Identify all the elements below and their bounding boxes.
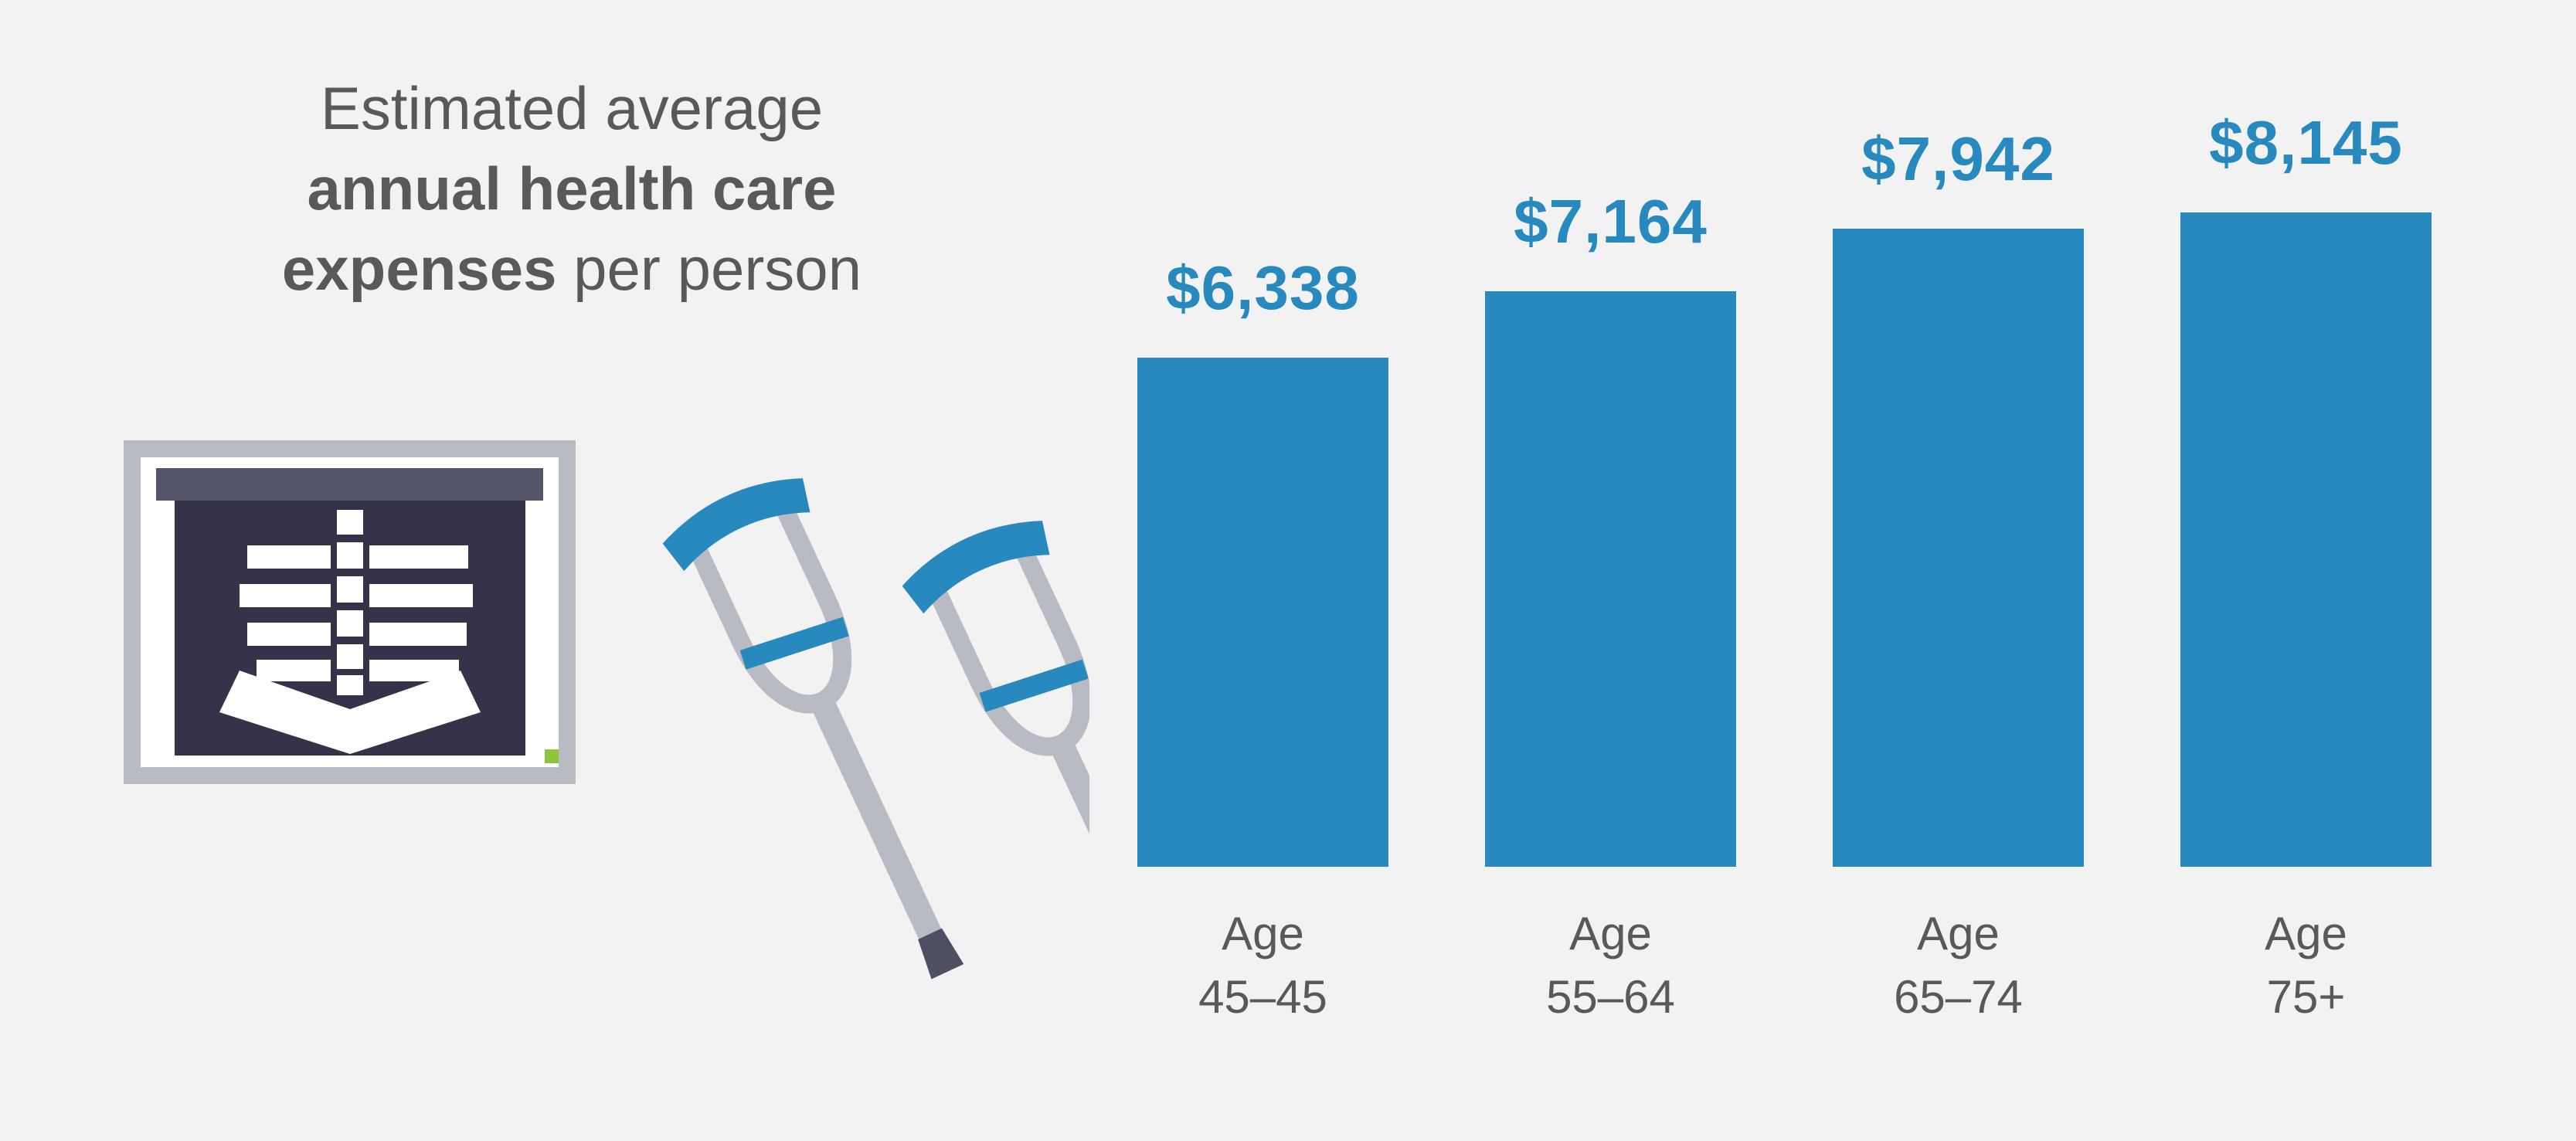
crutch-grip bbox=[979, 659, 1089, 712]
bar-column: $8,145 Age 75+ bbox=[2180, 0, 2432, 1141]
title-line-1: Estimated average bbox=[320, 74, 824, 142]
bar-column: $7,942 Age 65–74 bbox=[1833, 0, 2084, 1141]
crutch-pad bbox=[902, 521, 1050, 614]
crutch-right bbox=[902, 521, 1089, 985]
bar bbox=[1833, 229, 2084, 867]
crutches-icon bbox=[662, 478, 1089, 985]
title-line-3: expenses per person bbox=[281, 235, 862, 303]
crutch-left bbox=[662, 478, 964, 980]
bar-value-label: $6,338 bbox=[1166, 253, 1360, 322]
xray-viewer-icon bbox=[124, 440, 576, 784]
xray-skeleton bbox=[219, 510, 481, 754]
bar-category-label: Age 55–64 bbox=[1546, 908, 1675, 1023]
crutch-pad bbox=[662, 478, 811, 572]
bar-category-label: Age 75+ bbox=[2265, 908, 2347, 1023]
green-indicator-dot bbox=[545, 749, 559, 763]
bar-value-label: $8,145 bbox=[2209, 108, 2403, 177]
bar bbox=[2180, 212, 2432, 867]
crutch-grip bbox=[739, 616, 849, 670]
bar-category-label: Age 45–45 bbox=[1198, 908, 1327, 1023]
health-illustration bbox=[124, 440, 1089, 985]
bar-value-label: $7,942 bbox=[1861, 124, 2055, 193]
bar-category-label: Age 65–74 bbox=[1894, 908, 2023, 1023]
bar-column: $7,164 Age 55–64 bbox=[1485, 0, 1736, 1141]
bar bbox=[1137, 358, 1388, 867]
bar bbox=[1485, 291, 1736, 867]
crutch-tip bbox=[918, 928, 964, 980]
chart-title: Estimated average annual health care exp… bbox=[147, 68, 997, 309]
bar-column: $6,338 Age 45–45 bbox=[1137, 0, 1388, 1141]
title-line-2: annual health care bbox=[307, 155, 837, 222]
bar-value-label: $7,164 bbox=[1514, 187, 1708, 256]
